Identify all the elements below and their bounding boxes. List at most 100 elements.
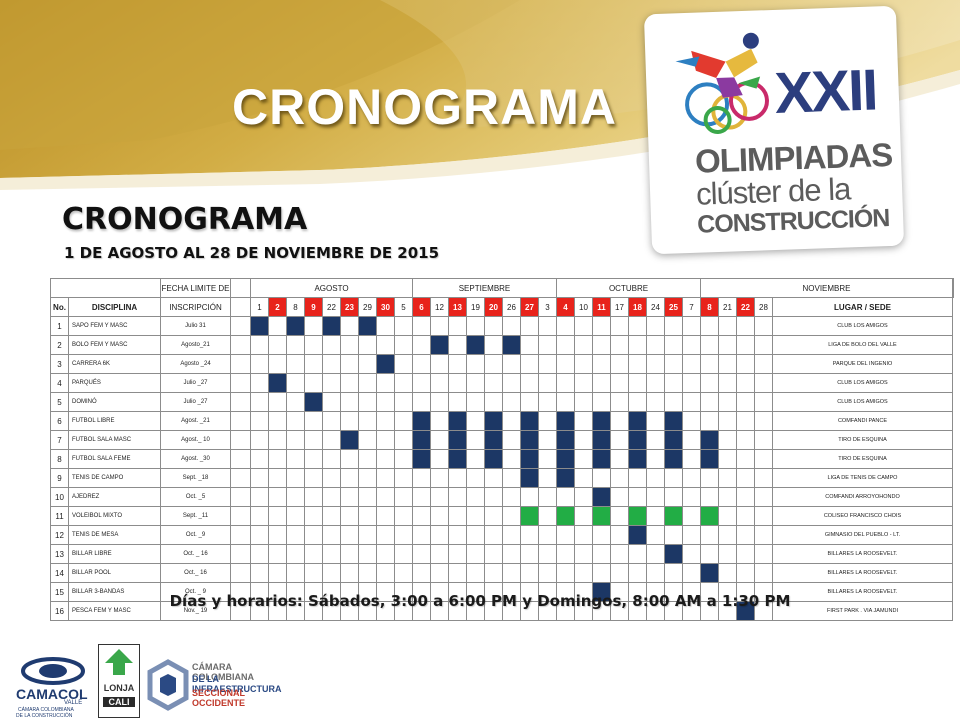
row-spacer [230,354,251,374]
date-cell [682,487,701,507]
date-cell [556,354,575,374]
date-cell [556,563,575,583]
date-cell [466,354,485,374]
date-cell [376,506,395,526]
row-lugar-sede: CLUB LOS AMIGOS [772,392,953,412]
date-cell [646,411,665,431]
date-cell [358,544,377,564]
table-row: 3 CARRERA 6K Agosto _24 PARQUE DEL INGENIO [50,354,954,374]
date-cell [754,468,773,488]
date-cell [718,392,737,412]
row-number: 14 [50,563,69,583]
row-number: 11 [50,506,69,526]
date-cell [610,373,629,393]
date-range-subtitle: 1 DE AGOSTO AL 28 DE NOVIEMBRE DE 2015 [64,244,440,262]
scheduled-date-cell [664,506,683,526]
date-cell [700,487,719,507]
date-cell [754,563,773,583]
row-number: 10 [50,487,69,507]
date-cell [682,354,701,374]
date-cell [700,468,719,488]
date-cell [664,487,683,507]
day-header: 21 [718,297,737,317]
date-cell [340,373,359,393]
date-cell [700,544,719,564]
month-header: SEPTIEMBRE [412,278,557,298]
date-cell [430,411,449,431]
day-header: 30 [376,297,395,317]
date-cell [502,411,521,431]
scheduled-date-cell [556,430,575,450]
date-cell [754,506,773,526]
scheduled-date-cell [520,411,539,431]
row-number: 13 [50,544,69,564]
date-cell [286,373,305,393]
date-cell [610,392,629,412]
date-cell [538,525,557,545]
row-fecha-limite: Oct. _5 [160,487,231,507]
date-cell [412,354,431,374]
row-fecha-limite: Agosto_21 [160,335,231,355]
date-cell [736,563,755,583]
row-disciplina: FUTBOL SALA FEME [68,449,161,469]
row-disciplina: AJEDREZ [68,487,161,507]
date-cell [358,373,377,393]
camacol-emblem-icon [21,657,85,685]
date-cell [322,544,341,564]
date-cell [682,506,701,526]
row-disciplina: PESCA FEM Y MASC [68,601,161,621]
date-cell [448,468,467,488]
date-cell [556,525,575,545]
date-cell [538,544,557,564]
scheduled-date-cell [556,411,575,431]
lonja-logo: LONJA CALI [98,644,140,718]
date-cell [610,525,629,545]
scheduled-date-cell [520,430,539,450]
date-cell [286,411,305,431]
date-cell [610,544,629,564]
row-number: 5 [50,392,69,412]
date-cell [574,468,593,488]
row-fecha-limite: Julio 31 [160,316,231,336]
date-cell [376,411,395,431]
date-cell [322,411,341,431]
header-disciplina: DISCIPLINA [68,297,161,317]
row-lugar-sede: COMFANDI PANCE [772,411,953,431]
date-cell [340,544,359,564]
date-cell [646,449,665,469]
date-cell [394,335,413,355]
day-header: 4 [556,297,575,317]
date-cell [520,316,539,336]
date-cell [736,525,755,545]
row-disciplina: CARRERA 6K [68,354,161,374]
date-cell [448,354,467,374]
date-cell [502,392,521,412]
date-cell [520,392,539,412]
day-header: 2 [268,297,287,317]
date-cell [268,430,287,450]
date-cell [286,525,305,545]
date-cell [448,487,467,507]
scheduled-date-cell [358,316,377,336]
date-cell [340,563,359,583]
row-lugar-sede: COLISEO FRANCISCO CHOIS [772,506,953,526]
date-cell [268,335,287,355]
row-lugar-sede: LIGA DE TENIS DE CAMPO [772,468,953,488]
date-cell [340,449,359,469]
scheduled-date-cell [484,449,503,469]
date-cell [754,430,773,450]
date-cell [412,487,431,507]
date-cell [718,525,737,545]
date-cell [682,563,701,583]
date-cell [412,373,431,393]
scheduled-date-cell [520,449,539,469]
date-cell [502,487,521,507]
row-number: 9 [50,468,69,488]
date-cell [394,544,413,564]
date-cell [340,411,359,431]
date-cell [286,487,305,507]
date-cell [430,468,449,488]
row-spacer [230,487,251,507]
date-cell [250,449,269,469]
row-fecha-limite: Oct. _ 16 [160,544,231,564]
